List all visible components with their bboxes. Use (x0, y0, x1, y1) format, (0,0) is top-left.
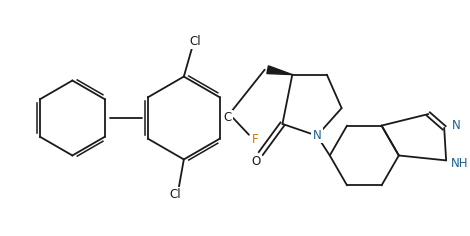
Polygon shape (267, 66, 292, 75)
Text: Cl: Cl (169, 188, 181, 201)
Text: N: N (452, 119, 461, 132)
Text: N: N (313, 129, 321, 142)
Text: F: F (251, 133, 258, 146)
Text: NH: NH (451, 157, 469, 170)
Text: O: O (251, 155, 260, 168)
Text: C: C (223, 111, 231, 125)
Text: Cl: Cl (190, 35, 202, 48)
